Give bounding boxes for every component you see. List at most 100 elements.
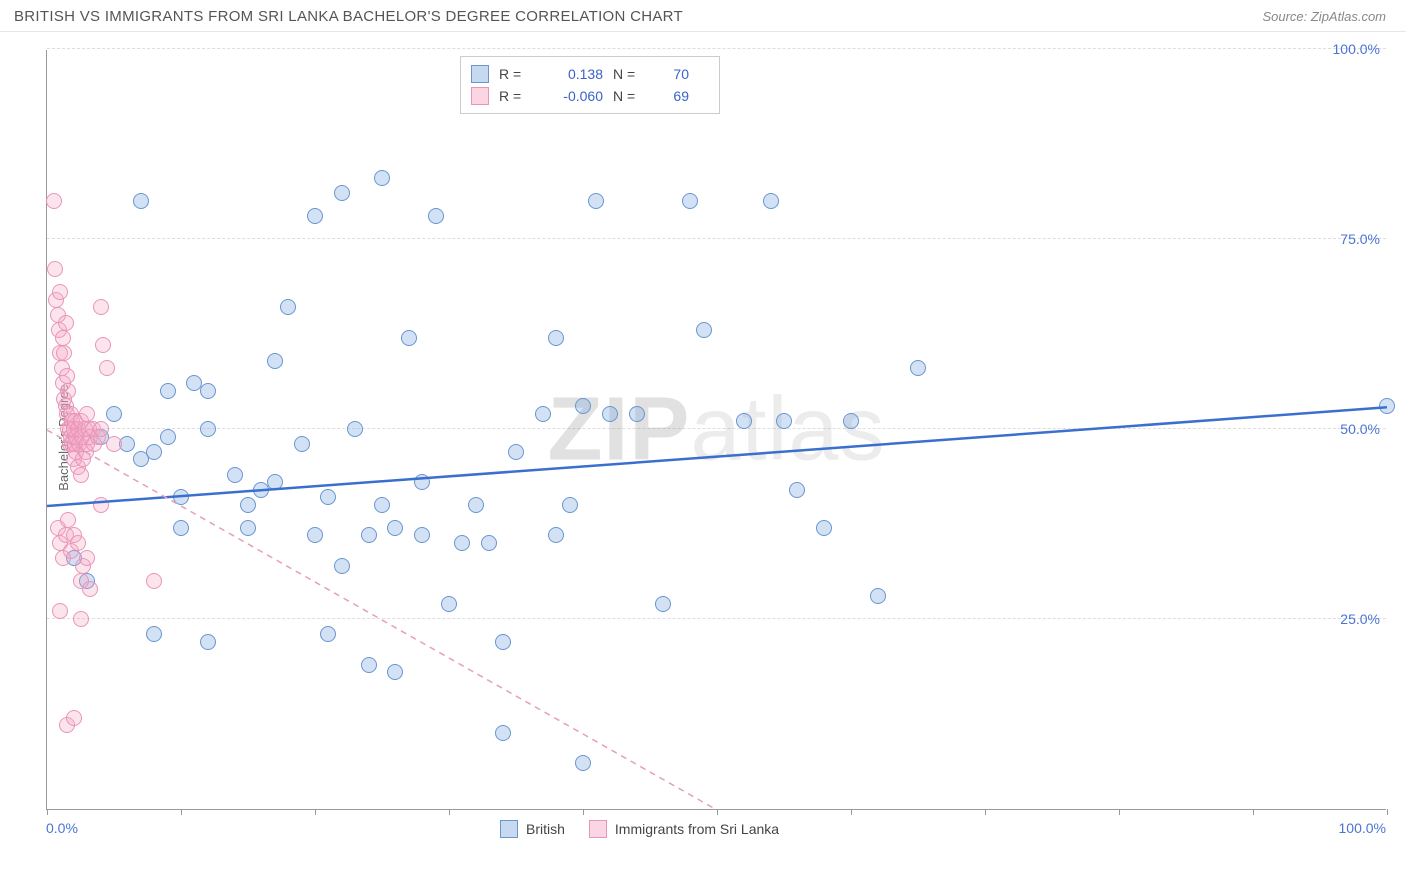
- data-point: [655, 596, 671, 612]
- data-point: [454, 535, 470, 551]
- x-tick: [583, 809, 584, 815]
- data-point: [46, 193, 62, 209]
- data-point: [320, 489, 336, 505]
- x-tick: [1387, 809, 1388, 815]
- trend-line-british: [47, 407, 1387, 506]
- data-point: [93, 299, 109, 315]
- data-point: [146, 626, 162, 642]
- r-value: 0.138: [541, 63, 603, 85]
- data-point: [294, 436, 310, 452]
- grid-line: [47, 48, 1386, 49]
- data-point: [736, 413, 752, 429]
- data-point: [93, 421, 109, 437]
- chart-source: Source: ZipAtlas.com: [1262, 9, 1386, 24]
- r-value: -0.060: [541, 85, 603, 107]
- data-point: [55, 330, 71, 346]
- data-point: [60, 512, 76, 528]
- data-point: [173, 520, 189, 536]
- data-point: [602, 406, 618, 422]
- r-label: R =: [499, 85, 531, 107]
- data-point: [160, 429, 176, 445]
- x-tick: [449, 809, 450, 815]
- r-label: R =: [499, 63, 531, 85]
- data-point: [79, 406, 95, 422]
- data-point: [441, 596, 457, 612]
- data-point: [200, 634, 216, 650]
- data-point: [481, 535, 497, 551]
- data-point: [629, 406, 645, 422]
- swatch-pink: [471, 87, 489, 105]
- legend-row-srilanka: R = -0.060 N = 69: [471, 85, 709, 107]
- data-point: [267, 353, 283, 369]
- y-tick-label: 100.0%: [1333, 41, 1380, 57]
- legend-item-british: British: [500, 820, 565, 838]
- watermark-atlas: atlas: [690, 379, 885, 479]
- data-point: [910, 360, 926, 376]
- swatch-blue: [500, 820, 518, 838]
- data-point: [146, 444, 162, 460]
- data-point: [95, 337, 111, 353]
- y-tick-label: 25.0%: [1340, 611, 1380, 627]
- data-point: [307, 527, 323, 543]
- data-point: [361, 527, 377, 543]
- y-tick-label: 50.0%: [1340, 421, 1380, 437]
- data-point: [70, 535, 86, 551]
- data-point: [146, 573, 162, 589]
- y-tick-label: 75.0%: [1340, 231, 1380, 247]
- n-value: 69: [655, 85, 689, 107]
- data-point: [52, 284, 68, 300]
- data-point: [575, 398, 591, 414]
- trend-line-immigrants-from-sri-lanka: [47, 430, 717, 810]
- data-point: [240, 520, 256, 536]
- x-tick: [717, 809, 718, 815]
- n-label: N =: [613, 63, 645, 85]
- data-point: [173, 489, 189, 505]
- data-point: [361, 657, 377, 673]
- data-point: [535, 406, 551, 422]
- data-point: [387, 664, 403, 680]
- data-point: [73, 467, 89, 483]
- data-point: [106, 406, 122, 422]
- x-label-start: 0.0%: [46, 820, 78, 836]
- watermark-zip: ZIP: [547, 379, 690, 479]
- data-point: [200, 421, 216, 437]
- legend-row-british: R = 0.138 N = 70: [471, 63, 709, 85]
- data-point: [401, 330, 417, 346]
- data-point: [93, 497, 109, 513]
- grid-line: [47, 428, 1386, 429]
- legend-label: British: [526, 821, 565, 837]
- data-point: [60, 383, 76, 399]
- trend-lines: [47, 50, 1387, 810]
- data-point: [763, 193, 779, 209]
- scatter-plot-area: ZIPatlas 25.0%50.0%75.0%100.0%: [46, 50, 1386, 810]
- data-point: [58, 315, 74, 331]
- watermark: ZIPatlas: [547, 378, 885, 481]
- data-point: [870, 588, 886, 604]
- data-point: [56, 345, 72, 361]
- data-point: [387, 520, 403, 536]
- x-tick: [181, 809, 182, 815]
- data-point: [66, 710, 82, 726]
- data-point: [73, 611, 89, 627]
- data-point: [334, 558, 350, 574]
- data-point: [548, 527, 564, 543]
- x-tick: [985, 809, 986, 815]
- data-point: [59, 368, 75, 384]
- data-point: [1379, 398, 1395, 414]
- data-point: [106, 436, 122, 452]
- series-legend: British Immigrants from Sri Lanka: [500, 820, 779, 838]
- data-point: [789, 482, 805, 498]
- x-tick: [315, 809, 316, 815]
- swatch-blue: [471, 65, 489, 83]
- data-point: [414, 527, 430, 543]
- data-point: [414, 474, 430, 490]
- data-point: [682, 193, 698, 209]
- data-point: [575, 755, 591, 771]
- swatch-pink: [589, 820, 607, 838]
- data-point: [428, 208, 444, 224]
- legend-label: Immigrants from Sri Lanka: [615, 821, 779, 837]
- chart-title: BRITISH VS IMMIGRANTS FROM SRI LANKA BAC…: [14, 8, 683, 25]
- x-tick: [851, 809, 852, 815]
- x-label-end: 100.0%: [1339, 820, 1386, 836]
- data-point: [82, 581, 98, 597]
